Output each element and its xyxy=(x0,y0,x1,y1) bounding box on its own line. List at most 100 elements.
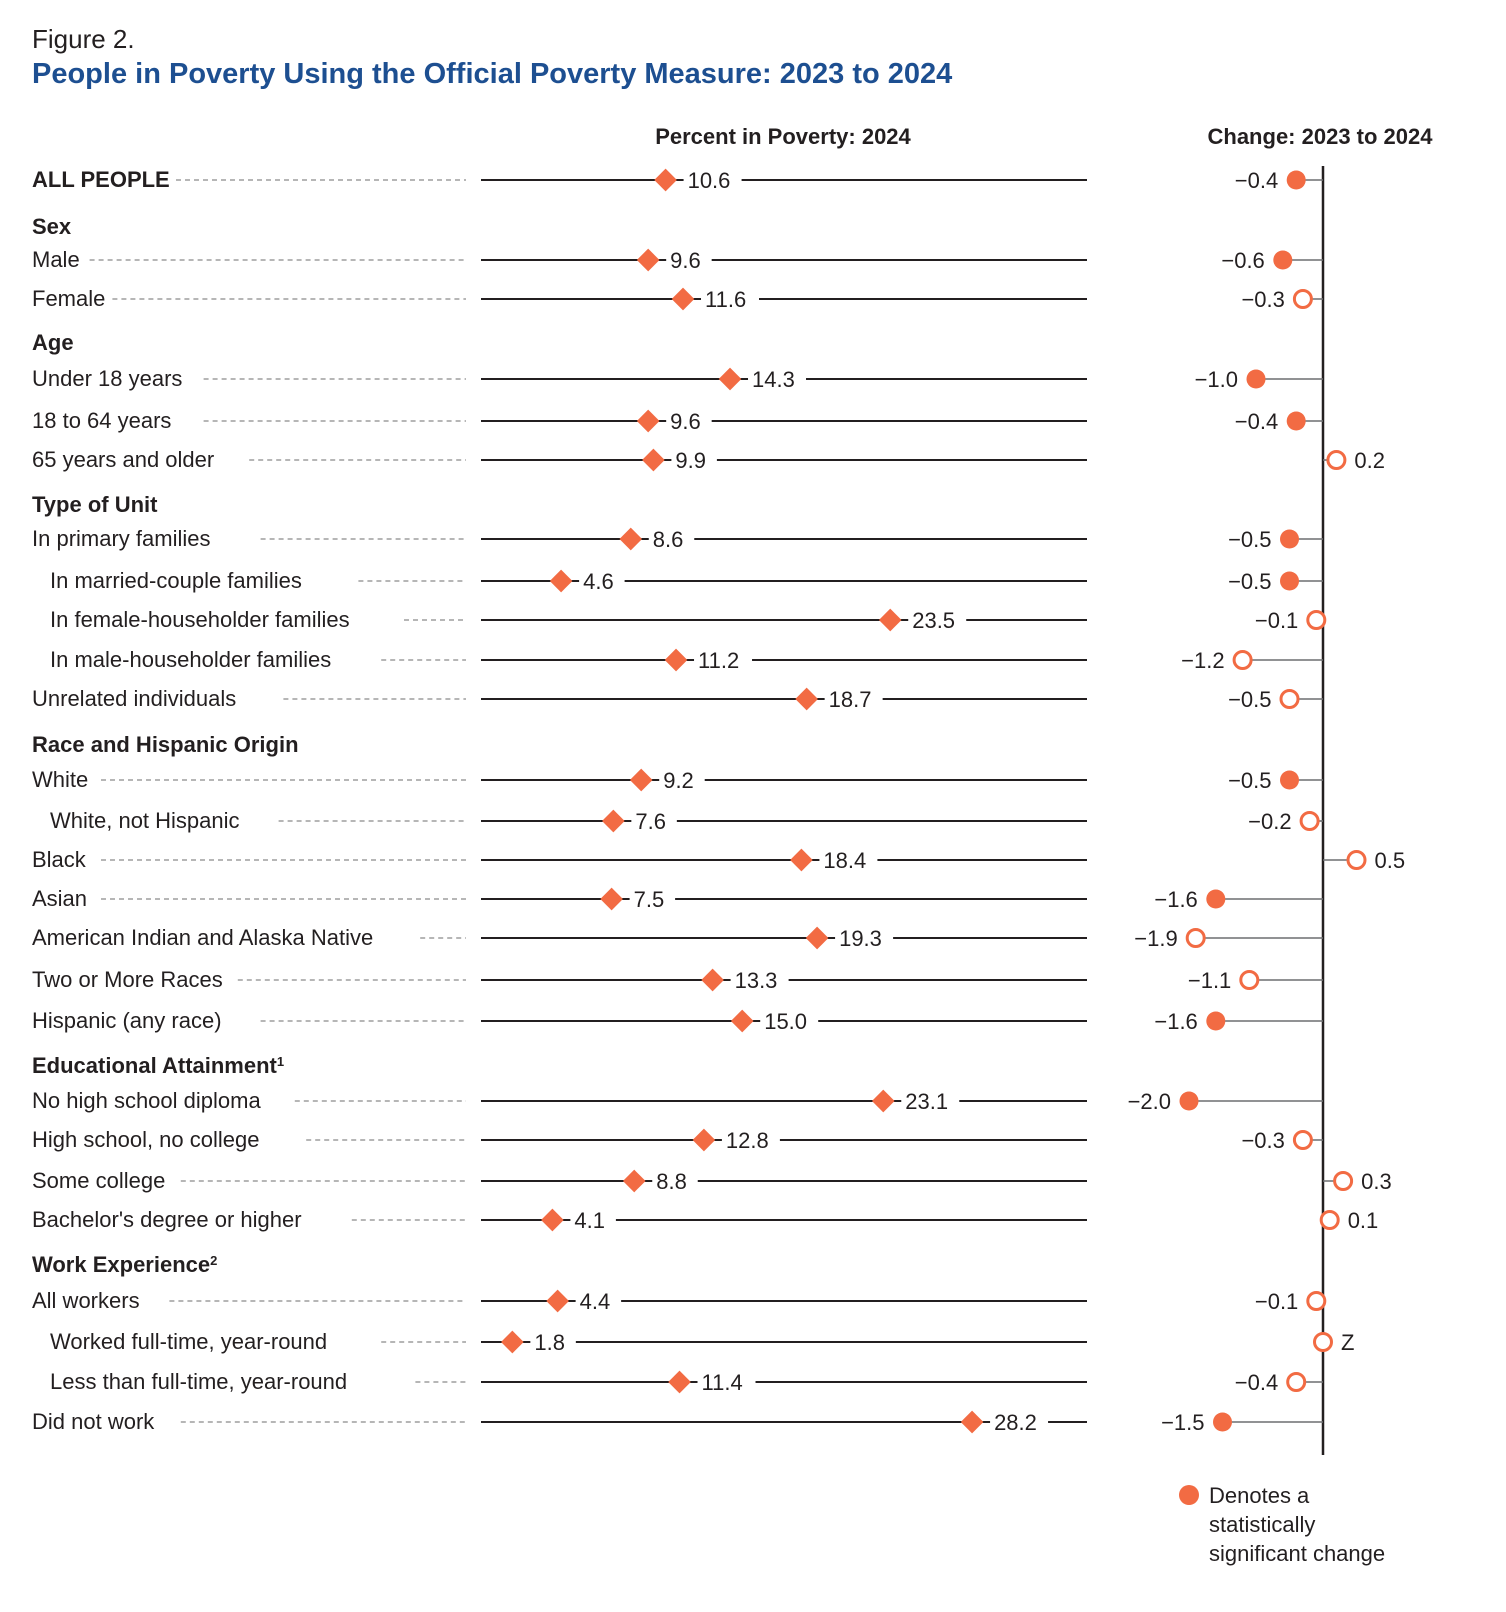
chart-row: Did not work 28.2 −1.5 xyxy=(32,1408,1323,1436)
change-label: −0.2 xyxy=(1248,809,1291,834)
change-label: −1.6 xyxy=(1154,887,1197,912)
chart-row: 18 to 64 years 9.6 −0.4 xyxy=(32,407,1323,435)
row-label: American Indian and Alaska Native xyxy=(32,925,373,950)
chart-row: Asian 7.5 −1.6 xyxy=(32,885,1323,913)
value-label: 11.4 xyxy=(702,1370,743,1395)
chart-row: Black 18.4 0.5 xyxy=(32,846,1405,874)
value-diamond-marker xyxy=(629,768,653,792)
row-label: 18 to 64 years xyxy=(32,408,171,433)
row-label: Hispanic (any race) xyxy=(32,1008,222,1033)
value-diamond-marker xyxy=(636,248,660,272)
value-diamond-marker xyxy=(664,648,688,672)
value-label-bg xyxy=(818,685,883,713)
value-label: 13.3 xyxy=(735,968,778,993)
change-label: −0.1 xyxy=(1255,1289,1298,1314)
value-label-bg xyxy=(642,525,695,553)
significant-change-dot xyxy=(1206,1011,1226,1031)
nonsignificant-change-circle xyxy=(1306,1291,1327,1311)
significant-change-dot xyxy=(1286,170,1306,190)
value-diamond-marker xyxy=(654,168,677,192)
row-label: Less than full-time, year-round xyxy=(50,1369,347,1394)
change-label: −0.4 xyxy=(1235,1370,1278,1395)
chart-row: White 9.2 −0.5 xyxy=(32,766,1323,794)
value-label-bg xyxy=(625,807,677,835)
value-label: 4.6 xyxy=(583,569,614,594)
figure-number: Figure 2. xyxy=(32,24,135,54)
value-label: 9.2 xyxy=(663,768,694,793)
value-label-bg xyxy=(646,1167,698,1195)
nonsignificant-change-circle xyxy=(1326,450,1347,470)
chart-row: White, not Hispanic 7.6 −0.2 xyxy=(50,807,1323,835)
chart-title: People in Poverty Using the Official Pov… xyxy=(32,58,953,90)
change-label: Z xyxy=(1341,1330,1354,1355)
value-diamond-marker xyxy=(871,1089,895,1113)
legend-text-line: significant change xyxy=(1209,1541,1385,1566)
change-label: −0.3 xyxy=(1241,287,1284,312)
chart-row: 65 years and older 9.9 0.2 xyxy=(32,446,1385,474)
nonsignificant-change-circle xyxy=(1185,928,1206,948)
chart-row: Two or More Races 13.3 −1.1 xyxy=(32,966,1323,994)
left-panel-title: Percent in Poverty: 2024 xyxy=(655,124,911,149)
value-diamond-marker xyxy=(636,409,660,433)
value-label: 18.4 xyxy=(823,848,866,873)
chart-row: Worked full-time, year-round 1.8 Z xyxy=(50,1328,1354,1356)
value-label-bg xyxy=(573,567,625,595)
row-label: Unrelated individuals xyxy=(32,686,236,711)
section-header: Work Experience2 xyxy=(32,1252,217,1277)
change-label: −0.5 xyxy=(1228,527,1271,552)
value-label-bg xyxy=(724,966,789,994)
significant-change-dot xyxy=(1280,529,1299,549)
section-header: Sex xyxy=(32,214,72,239)
row-label: In female-householder families xyxy=(50,607,350,632)
value-label-bg xyxy=(984,1408,1049,1436)
row-label: Age xyxy=(32,330,74,355)
significant-change-dot xyxy=(1280,571,1299,591)
value-label: 9.6 xyxy=(670,409,701,434)
chart-row: Under 18 years 14.3 −1.0 xyxy=(32,365,1323,393)
value-label-bg xyxy=(742,365,807,393)
row-label: 65 years and older xyxy=(32,447,214,472)
change-label: −1.1 xyxy=(1188,968,1231,993)
nonsignificant-change-circle xyxy=(1292,289,1313,309)
legend: Denotes a statistically significant change xyxy=(1179,1483,1385,1566)
change-label: −1.9 xyxy=(1134,926,1177,951)
value-label: 1.8 xyxy=(534,1330,565,1355)
chart-row: In male-householder families 11.2 −1.2 xyxy=(50,646,1323,674)
value-diamond-marker xyxy=(790,848,813,872)
row-label: High school, no college xyxy=(32,1127,259,1152)
row-label: All workers xyxy=(32,1288,140,1313)
nonsignificant-change-circle xyxy=(1232,650,1253,670)
value-diamond-marker xyxy=(501,1330,524,1354)
row-label: Race and Hispanic Origin xyxy=(32,732,299,757)
nonsignificant-change-circle xyxy=(1292,1130,1313,1150)
row-label: Asian xyxy=(32,886,87,911)
legend-text-line: statistically xyxy=(1209,1512,1315,1537)
nonsignificant-change-circle xyxy=(1319,1210,1340,1230)
change-label: −2.0 xyxy=(1128,1089,1171,1114)
row-label: In male-householder families xyxy=(50,647,331,672)
chart-row: Unrelated individuals 18.7 −0.5 xyxy=(32,685,1323,713)
value-label-bg xyxy=(677,166,742,194)
value-label: 7.5 xyxy=(634,887,665,912)
nonsignificant-change-circle xyxy=(1239,970,1260,990)
change-label: 0.1 xyxy=(1348,1208,1379,1233)
significant-change-dot xyxy=(1273,250,1293,270)
value-label-bg xyxy=(902,606,967,634)
value-label-bg xyxy=(564,1206,616,1234)
chart-row: Male 9.6 −0.6 xyxy=(32,246,1323,274)
value-diamond-marker xyxy=(692,1128,716,1152)
value-diamond-marker xyxy=(878,608,902,632)
change-label: −0.1 xyxy=(1255,608,1298,633)
row-label: Sex xyxy=(32,214,72,239)
value-label: 11.6 xyxy=(705,287,746,312)
chart-row: American Indian and Alaska Native 19.3 −1.… xyxy=(32,924,1323,952)
value-label: 28.2 xyxy=(994,1410,1037,1435)
value-label-bg xyxy=(691,1368,756,1396)
nonsignificant-change-circle xyxy=(1306,610,1327,630)
chart-row: ALL PEOPLE 10.6 −0.4 xyxy=(32,166,1323,194)
change-label: −1.2 xyxy=(1181,648,1224,673)
change-label: −0.3 xyxy=(1241,1128,1284,1153)
value-label: 7.6 xyxy=(635,809,666,834)
change-label: 0.5 xyxy=(1375,848,1406,873)
